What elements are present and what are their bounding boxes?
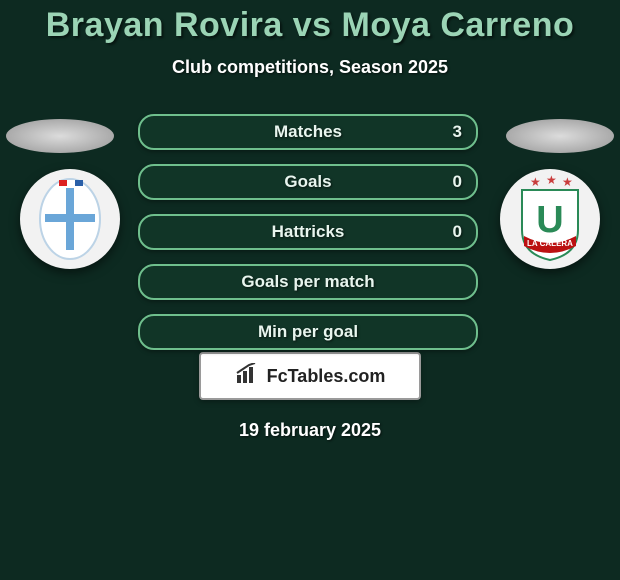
comparison-stage: ★ ★ ★ U LA CALERA Matches 3 Goals 0 <box>0 114 620 344</box>
player-silhouette-right <box>506 119 614 153</box>
date-label: 19 february 2025 <box>0 420 620 441</box>
stat-right-value: 3 <box>453 122 462 142</box>
stat-right-value: 0 <box>453 172 462 192</box>
stat-row-goals-per-match: Goals per match <box>138 264 478 300</box>
stat-pills: Matches 3 Goals 0 Hattricks 0 Goals per … <box>138 114 478 364</box>
comparison-card: Brayan Rovira vs Moya Carreno Club compe… <box>0 0 620 580</box>
club-badge-right: ★ ★ ★ U LA CALERA <box>500 169 600 269</box>
branding-text: FcTables.com <box>267 366 386 387</box>
club-crest-left-icon <box>35 176 105 262</box>
page-title: Brayan Rovira vs Moya Carreno <box>0 0 620 45</box>
club-badge-left <box>20 169 120 269</box>
stat-label: Matches <box>274 122 342 142</box>
svg-text:★: ★ <box>546 174 557 187</box>
stat-row-goals: Goals 0 <box>138 164 478 200</box>
svg-text:★: ★ <box>562 175 573 189</box>
stat-row-min-per-goal: Min per goal <box>138 314 478 350</box>
stat-label: Goals <box>284 172 331 192</box>
stat-label: Goals per match <box>241 272 374 292</box>
svg-text:U: U <box>536 199 563 241</box>
svg-text:★: ★ <box>530 175 541 189</box>
svg-text:LA CALERA: LA CALERA <box>527 239 573 248</box>
bar-chart-icon <box>235 363 261 390</box>
stat-row-hattricks: Hattricks 0 <box>138 214 478 250</box>
club-crest-right-icon: ★ ★ ★ U LA CALERA <box>510 174 590 264</box>
stat-right-value: 0 <box>453 222 462 242</box>
stat-label: Min per goal <box>258 322 358 342</box>
page-subtitle: Club competitions, Season 2025 <box>0 57 620 78</box>
player-silhouette-left <box>6 119 114 153</box>
stat-label: Hattricks <box>272 222 345 242</box>
stat-row-matches: Matches 3 <box>138 114 478 150</box>
